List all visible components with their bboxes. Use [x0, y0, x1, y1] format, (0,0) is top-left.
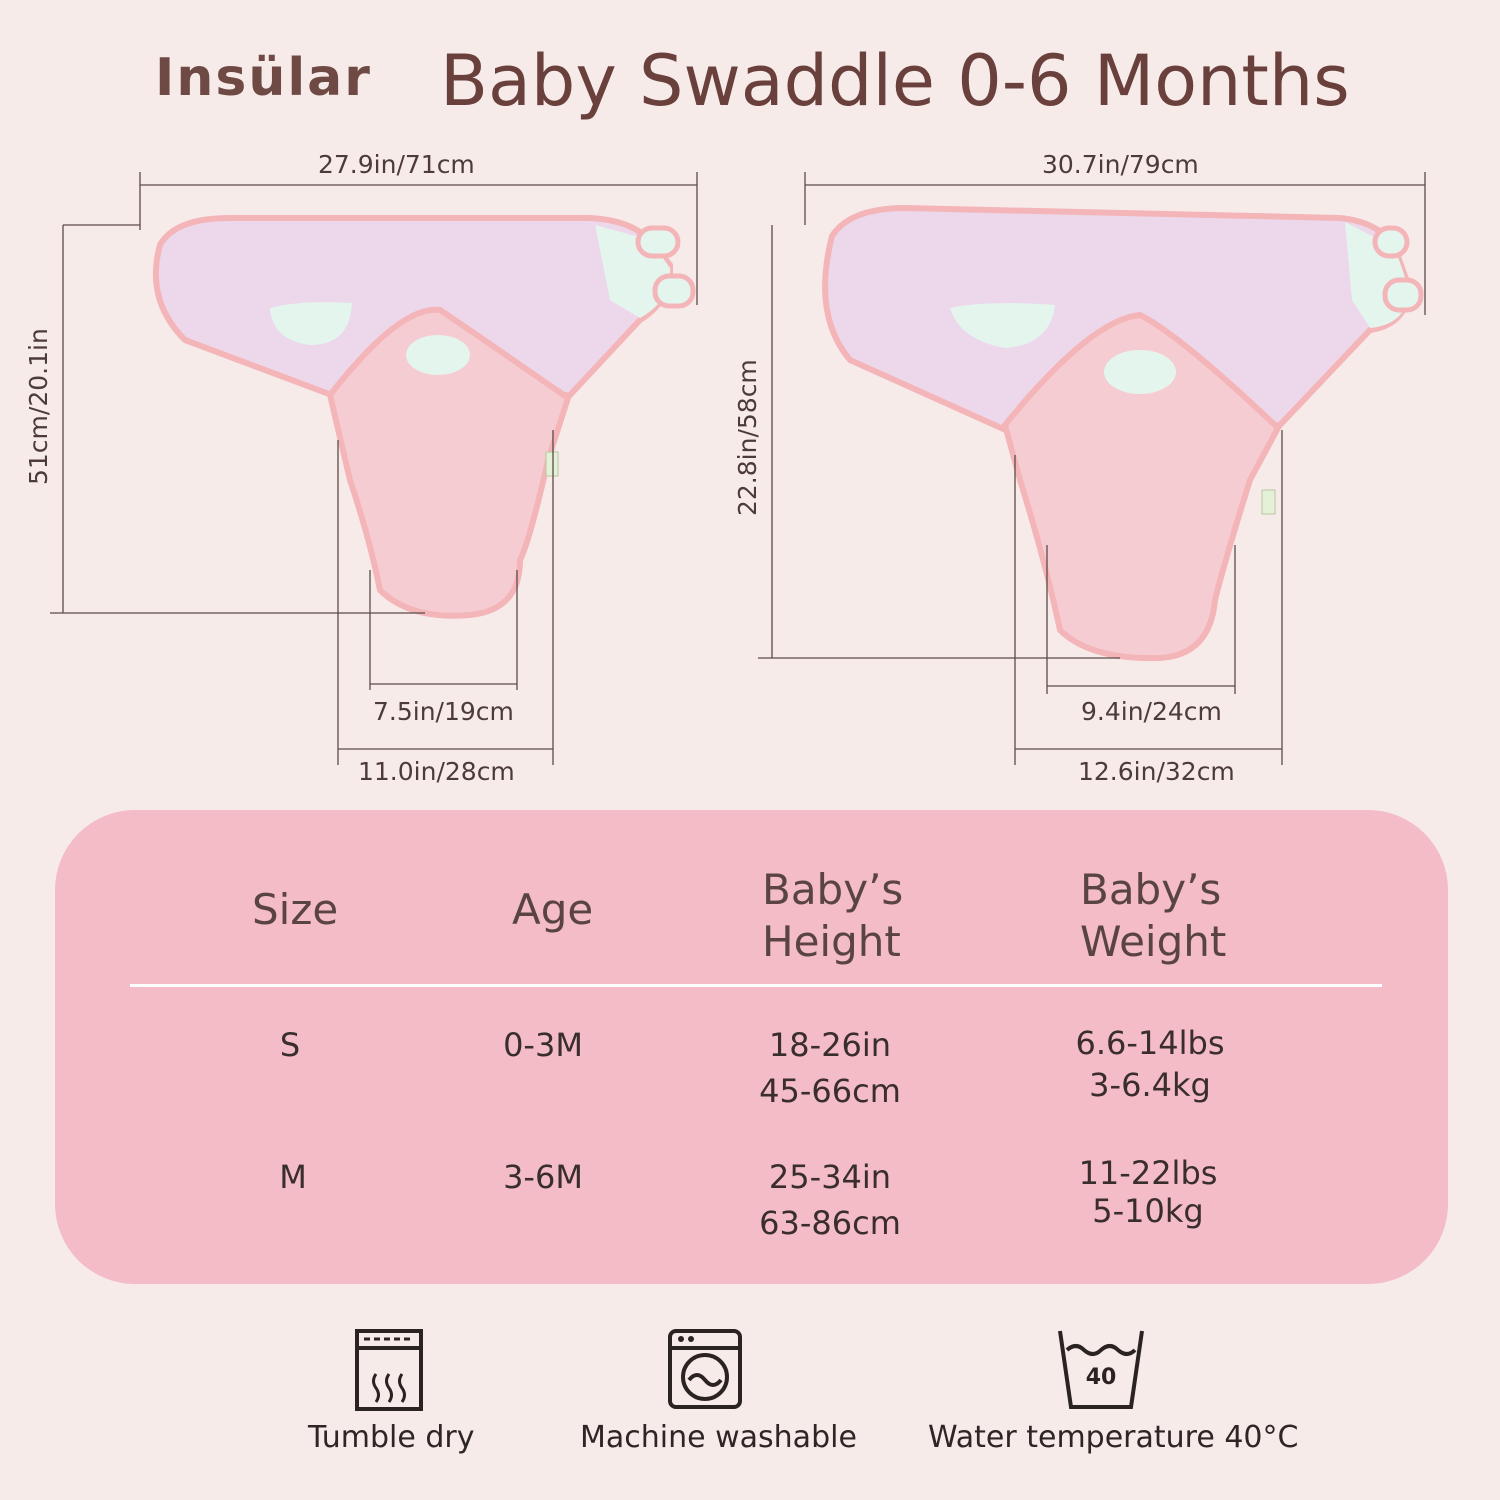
row-m-age: 3-6M — [503, 1158, 583, 1196]
swaddle-small-illustration — [50, 172, 698, 765]
medium-height-label: 22.8in/58cm — [733, 359, 762, 516]
row-m-size: M — [279, 1158, 307, 1196]
water-temperature-label: Water temperature 40°C — [928, 1420, 1299, 1455]
tumble-dry-label: Tumble dry — [308, 1420, 475, 1455]
header-age: Age — [512, 885, 594, 934]
row-m-height-cm: 63-86cm — [759, 1204, 901, 1242]
header-weight: Baby’s Weight — [1080, 864, 1226, 968]
medium-inner-bottom-label: 9.4in/24cm — [1081, 697, 1222, 726]
header-size: Size — [252, 885, 339, 934]
row-s-height-in: 18-26in — [768, 1026, 892, 1064]
small-outer-bottom-label: 11.0in/28cm — [358, 757, 515, 786]
row-s-height: 18-26in 45-66cm — [720, 1022, 940, 1114]
row-s-weight: 6.6-14lbs 3-6.4kg — [1040, 1022, 1260, 1106]
row-m-weight-lbs: 11-22lbs — [1078, 1154, 1218, 1192]
row-s-weight-kg: 3-6.4kg — [1089, 1066, 1211, 1104]
swaddle-diagrams — [50, 172, 1426, 765]
row-s-height-cm: 45-66cm — [759, 1072, 901, 1110]
size-chart-panel — [55, 810, 1448, 1284]
page-title: Baby Swaddle 0-6 Months — [440, 40, 1350, 122]
row-m-weight-kg: 5-10kg — [1092, 1192, 1204, 1230]
small-height-label: 51cm/20.1in — [24, 328, 53, 485]
washing-machine-icon — [668, 1329, 742, 1409]
header-height: Baby’s Height — [762, 864, 903, 968]
small-width-label: 27.9in/71cm — [318, 150, 475, 179]
water-temp-badge: 40 — [1086, 1365, 1117, 1390]
row-m-weight: 11-22lbs 5-10kg — [1038, 1154, 1258, 1230]
row-m-height: 25-34in 63-86cm — [720, 1154, 940, 1246]
brand-logo: Insülar — [155, 48, 372, 108]
swaddle-medium-illustration — [758, 172, 1426, 765]
machine-washable-label: Machine washable — [580, 1420, 857, 1455]
row-s-weight-lbs: 6.6-14lbs — [1075, 1024, 1225, 1062]
header-height-line1: Baby’s — [762, 865, 904, 914]
header-weight-line1: Baby’s — [1080, 865, 1222, 914]
table-divider — [130, 984, 1382, 987]
header-height-line2: Height — [762, 917, 901, 966]
small-inner-bottom-label: 7.5in/19cm — [373, 697, 514, 726]
row-s-size: S — [279, 1026, 301, 1064]
water-temperature-icon: 40 — [1058, 1330, 1144, 1409]
medium-outer-bottom-label: 12.6in/32cm — [1078, 757, 1235, 786]
tumble-dry-icon — [355, 1329, 423, 1411]
medium-width-label: 30.7in/79cm — [1042, 150, 1199, 179]
header-weight-line2: Weight — [1080, 917, 1227, 966]
row-s-age: 0-3M — [503, 1026, 583, 1064]
row-m-height-in: 25-34in — [768, 1158, 892, 1196]
